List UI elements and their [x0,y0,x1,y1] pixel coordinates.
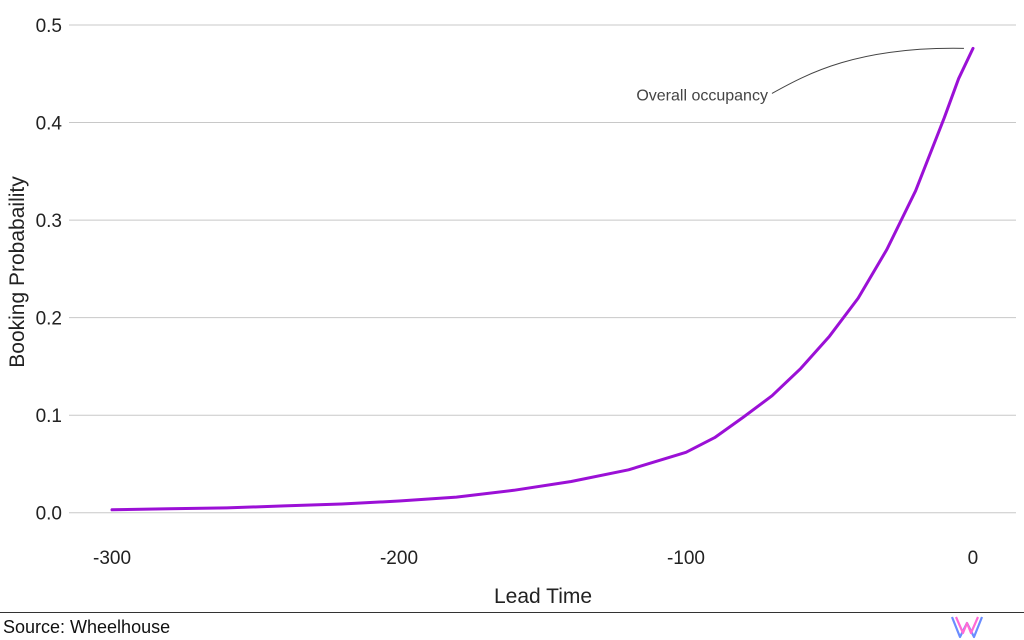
x-tick-label: -100 [667,548,705,569]
series-line [110,46,975,512]
y-tick-label: 0.2 [36,309,62,330]
wheelhouse-logo-icon [950,616,984,639]
line-chart: 0.0 0.1 0.2 0.3 0.4 0.5 -300 -200 -100 0 Overall… [6,16,1016,608]
x-tick-label: -200 [380,548,418,569]
x-tick-label: -300 [93,548,131,569]
gridlines [69,24,1016,514]
annotation-label: Overall occupancy [636,87,768,104]
y-tick-label: 0.3 [36,211,62,232]
x-axis-title: Lead Time [494,585,592,608]
y-tick-label: 0.4 [36,114,63,135]
annotation-layer: Overall occupancy [636,47,964,104]
source-note: Source: Wheelhouse [3,617,171,637]
y-tick-labels: 0.0 0.1 0.2 0.3 0.4 0.5 [36,16,63,525]
footer-divider [0,612,1024,613]
x-tick-label: 0 [968,548,979,569]
y-axis-title: Booking Probabaility [6,176,29,368]
annotation-leader-line [771,47,964,94]
y-tick-label: 0.1 [36,406,62,427]
y-tick-label: 0.5 [36,16,62,37]
series-layer [110,46,975,512]
x-tick-labels: -300 -200 -100 0 [93,548,978,569]
y-tick-label: 0.0 [36,504,62,525]
